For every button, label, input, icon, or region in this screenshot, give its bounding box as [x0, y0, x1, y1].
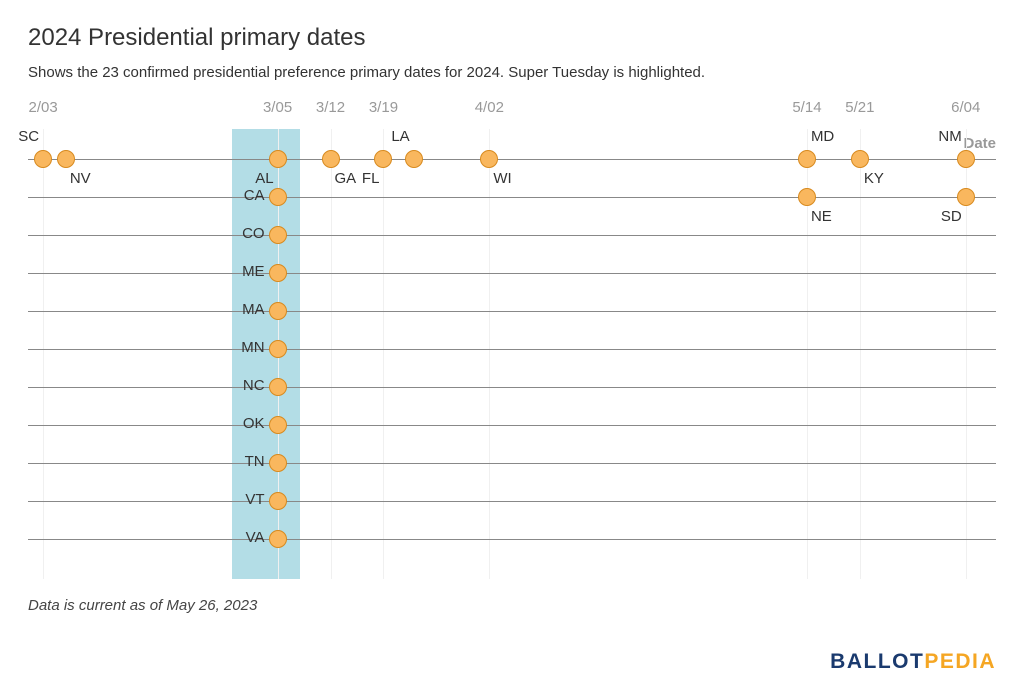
- chart-footnote: Data is current as of May 26, 2023: [28, 597, 996, 614]
- state-label: KY: [864, 170, 884, 187]
- tick-label: 5/21: [845, 99, 874, 116]
- primary-marker: [57, 150, 75, 168]
- primary-marker: [269, 416, 287, 434]
- primary-marker: [269, 454, 287, 472]
- state-label: NM: [938, 128, 961, 145]
- state-label: NV: [70, 170, 91, 187]
- tick-label: 2/03: [29, 99, 58, 116]
- row-line: [28, 387, 996, 388]
- state-label: AL: [255, 170, 273, 187]
- primary-marker: [34, 150, 52, 168]
- row-line: [28, 463, 996, 464]
- ballotpedia-logo: BALLOTPEDIA: [830, 650, 996, 674]
- primary-marker: [269, 340, 287, 358]
- state-label: CA: [244, 187, 265, 204]
- tick-label: 6/04: [951, 99, 980, 116]
- state-label: ME: [242, 263, 265, 280]
- primary-marker: [269, 226, 287, 244]
- chart-subtitle: Shows the 23 confirmed presidential pref…: [28, 64, 996, 81]
- primary-marker: [269, 150, 287, 168]
- state-label: VA: [246, 529, 265, 546]
- state-label: NE: [811, 208, 832, 225]
- row-line: [28, 273, 996, 274]
- row-line: [28, 539, 996, 540]
- primary-marker: [851, 150, 869, 168]
- primary-marker: [322, 150, 340, 168]
- tick-label: 4/02: [475, 99, 504, 116]
- chart-title: 2024 Presidential primary dates: [28, 24, 996, 52]
- row-line: [28, 501, 996, 502]
- chart-area: Date 2/033/053/123/194/025/145/216/04SCN…: [28, 99, 996, 579]
- tick-label: 3/05: [263, 99, 292, 116]
- state-label: VT: [245, 491, 264, 508]
- state-label: MN: [241, 339, 264, 356]
- primary-marker: [798, 150, 816, 168]
- state-label: WI: [493, 170, 511, 187]
- state-label: FL: [362, 170, 380, 187]
- primary-marker: [269, 302, 287, 320]
- primary-marker: [269, 188, 287, 206]
- row-line: [28, 425, 996, 426]
- state-label: GA: [335, 170, 357, 187]
- state-label: MA: [242, 301, 265, 318]
- state-label: SC: [18, 128, 39, 145]
- tick-label: 3/12: [316, 99, 345, 116]
- logo-text-blue: BALLOT: [830, 650, 924, 673]
- logo-text-orange: PEDIA: [924, 650, 996, 673]
- primary-marker: [405, 150, 423, 168]
- row-line: [28, 311, 996, 312]
- primary-marker: [269, 264, 287, 282]
- state-label: NC: [243, 377, 265, 394]
- tick-label: 3/19: [369, 99, 398, 116]
- state-label: SD: [941, 208, 962, 225]
- state-label: OK: [243, 415, 265, 432]
- state-label: MD: [811, 128, 834, 145]
- state-label: CO: [242, 225, 265, 242]
- chart-container: 2024 Presidential primary dates Shows th…: [0, 0, 1024, 694]
- row-line: [28, 349, 996, 350]
- primary-marker: [269, 378, 287, 396]
- state-label: LA: [391, 128, 409, 145]
- row-line: [28, 197, 996, 198]
- primary-marker: [374, 150, 392, 168]
- row-line: [28, 235, 996, 236]
- primary-marker: [269, 492, 287, 510]
- primary-marker: [798, 188, 816, 206]
- primary-marker: [269, 530, 287, 548]
- primary-marker: [957, 150, 975, 168]
- primary-marker: [957, 188, 975, 206]
- state-label: TN: [245, 453, 265, 470]
- primary-marker: [480, 150, 498, 168]
- tick-label: 5/14: [792, 99, 821, 116]
